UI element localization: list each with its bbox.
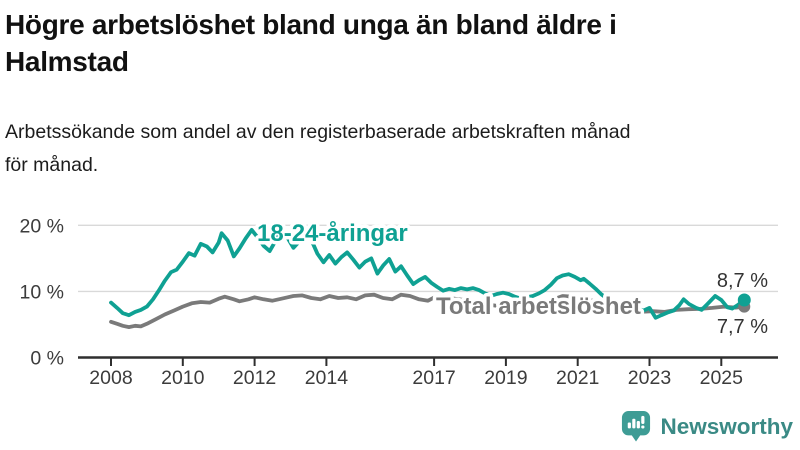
x-tick-label: 2017 — [412, 367, 455, 389]
series-end-value-total: 7,7 % — [717, 316, 768, 338]
page-title: Högre arbetslöshet bland unga än bland ä… — [5, 6, 791, 80]
title-line-2: Halmstad — [5, 46, 129, 77]
newsworthy-icon — [622, 411, 651, 442]
chart-subtitle: Arbetssökande som andel av den registerb… — [5, 116, 791, 182]
y-tick-label: 20 % — [20, 215, 64, 237]
y-tick-label: 10 % — [20, 281, 64, 303]
exclamation-stem — [641, 415, 645, 424]
x-tick-label: 2021 — [556, 367, 599, 389]
series-inline-label-youth: 18-24-åringar — [257, 220, 408, 247]
x-tick-label: 2012 — [233, 367, 276, 389]
x-tick-label: 2025 — [700, 367, 744, 389]
series-inline-label-total: Total arbetslöshet — [436, 293, 641, 320]
bar-1 — [628, 422, 632, 429]
brand-name: Newsworthy — [660, 413, 793, 439]
y-tick-label: 0 % — [30, 348, 64, 370]
series-end-dot-youth — [737, 293, 751, 307]
subtitle-line-2: för månad. — [5, 154, 99, 176]
title-line-1: Högre arbetslöshet bland unga än bland ä… — [5, 9, 617, 40]
x-tick-label: 2019 — [484, 367, 527, 389]
speech-bubble-shape — [622, 411, 651, 442]
series-end-value-youth: 8,7 % — [717, 270, 768, 292]
series-line-youth — [109, 227, 747, 320]
x-tick-label: 2010 — [161, 367, 205, 389]
x-tick-label: 2023 — [628, 367, 671, 389]
subtitle-line-1: Arbetssökande som andel av den registerb… — [5, 121, 631, 143]
exclamation-dot — [641, 425, 645, 429]
newsworthy-logo[interactable]: Newsworthy — [621, 410, 793, 443]
line-chart: 2008 2010 2012 2014 2017 2019 2021 2023 2025 0 % 1… — [20, 215, 778, 389]
x-tick-label: 2014 — [305, 367, 349, 389]
bar-2 — [632, 418, 636, 429]
series-line-total — [109, 292, 747, 330]
bar-3 — [637, 420, 641, 429]
x-tick-label: 2008 — [89, 367, 132, 389]
